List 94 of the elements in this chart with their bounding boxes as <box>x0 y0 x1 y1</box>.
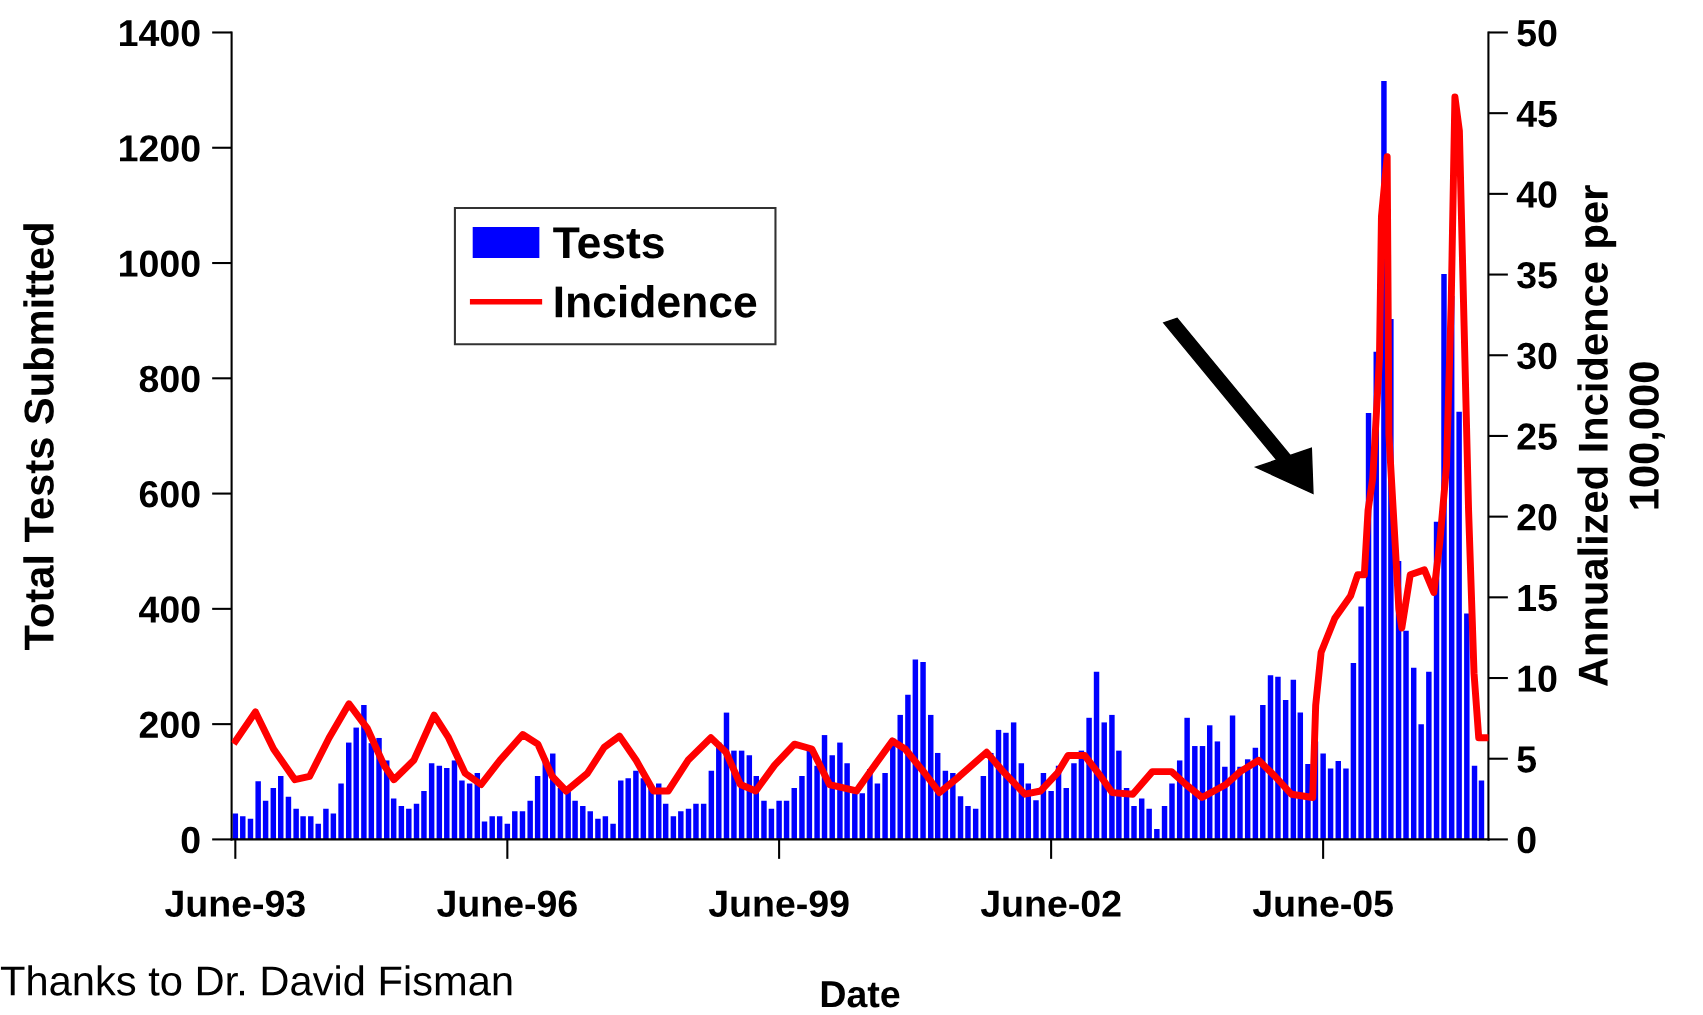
legend-label: Incidence <box>555 285 757 318</box>
bar <box>625 778 631 840</box>
bar <box>905 694 911 840</box>
bar <box>761 800 767 840</box>
bar <box>1403 630 1409 840</box>
y2-tick-label: 40 <box>1516 181 1557 208</box>
y2-tick-label: 25 <box>1517 423 1557 450</box>
bar <box>776 800 782 840</box>
bar <box>882 773 888 840</box>
bar <box>406 808 412 840</box>
bar <box>1358 606 1364 840</box>
y2-tick-label: 50 <box>1517 19 1557 47</box>
text: Thanks to Dr. David Fisman <box>0 965 512 996</box>
bar <box>799 776 805 840</box>
y2-tick-label: 45 <box>1516 100 1557 128</box>
x-tick-label: June-02 <box>980 890 1121 917</box>
y2-tick-label: 15 <box>1518 585 1557 612</box>
bar <box>1192 746 1198 840</box>
bar <box>1003 732 1009 840</box>
y-tick-label: 0 <box>181 826 200 854</box>
bar <box>633 770 639 840</box>
x-axis-title: Date <box>821 981 900 1008</box>
bar <box>1275 676 1281 840</box>
bar <box>466 783 473 840</box>
bar <box>920 661 926 840</box>
bar <box>1464 613 1470 840</box>
legend-label: Tests <box>553 227 664 259</box>
bar <box>353 727 359 840</box>
y2-tick-label: 5 <box>1517 746 1537 773</box>
bar <box>874 783 881 840</box>
bar <box>534 776 541 840</box>
y-tick-label: 400 <box>139 596 200 623</box>
bar <box>323 808 329 840</box>
bar <box>580 805 586 840</box>
y2-tick-label: 35 <box>1517 261 1557 289</box>
bar <box>278 776 284 840</box>
x-tick-label: June-96 <box>437 890 577 917</box>
y-tick-label: 1400 <box>120 19 200 47</box>
bar <box>965 805 971 840</box>
bar <box>512 811 518 840</box>
y-axis-title: Total Tests Submitted <box>23 224 54 650</box>
bar <box>346 742 352 840</box>
bar <box>1343 768 1349 840</box>
bar <box>1320 753 1326 840</box>
bar <box>610 823 616 840</box>
bar <box>489 816 495 840</box>
bar <box>255 781 261 840</box>
x-tick-label: June-05 <box>1252 890 1393 917</box>
bar <box>1033 800 1039 840</box>
bar <box>1418 724 1424 840</box>
y-tick-label: 600 <box>139 480 200 508</box>
bar <box>527 800 533 840</box>
bar <box>1086 717 1092 840</box>
bar <box>1146 808 1152 840</box>
bar <box>1260 705 1266 840</box>
bar <box>829 755 835 840</box>
bar <box>390 798 397 840</box>
bar <box>240 816 246 840</box>
bar <box>1138 798 1145 840</box>
bar <box>814 765 820 840</box>
bar <box>1410 667 1417 840</box>
y-tick-label: 800 <box>139 365 200 393</box>
y2-tick-label: 20 <box>1517 504 1557 531</box>
bar <box>980 776 987 840</box>
bar <box>1350 663 1357 840</box>
bar <box>1169 783 1175 840</box>
bar <box>444 767 450 840</box>
bar <box>361 705 367 840</box>
bar <box>1048 790 1054 840</box>
bar <box>1131 805 1137 840</box>
x-tick-label: June-99 <box>708 890 849 917</box>
y-tick-label: 1000 <box>120 250 200 277</box>
y-tick-label: 1200 <box>120 135 200 162</box>
y2-axis-title: Annualized Incidence per 100,000 <box>1577 185 1665 687</box>
bar <box>451 760 458 840</box>
bar <box>1071 763 1077 840</box>
bar <box>1154 829 1160 840</box>
y2-tick-label: 30 <box>1517 342 1557 370</box>
bar <box>678 811 684 840</box>
y2-tick-label: 10 <box>1518 665 1557 692</box>
bar <box>595 818 601 840</box>
y2-tick-label: 0 <box>1517 826 1536 854</box>
bar <box>421 790 427 840</box>
bar <box>1426 671 1432 840</box>
bar <box>1184 717 1190 840</box>
bar <box>1456 411 1462 840</box>
x-tick-label: June-93 <box>165 890 305 917</box>
bar <box>1335 761 1341 840</box>
bar <box>428 763 435 840</box>
bar <box>338 783 344 840</box>
bar <box>459 780 465 840</box>
bar <box>693 803 699 840</box>
y-tick-label: 200 <box>139 711 200 739</box>
bar <box>852 793 858 840</box>
